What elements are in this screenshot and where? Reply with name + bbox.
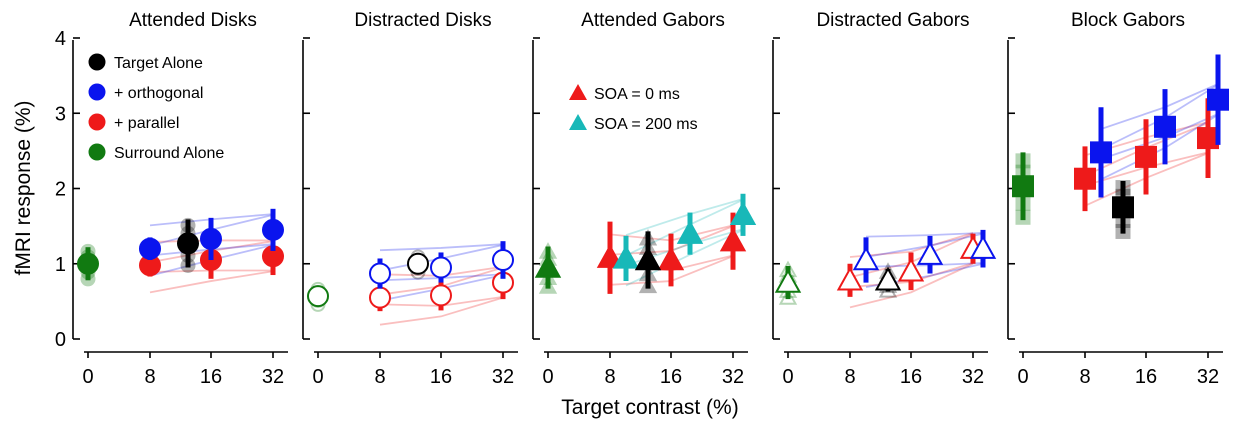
legend-marker — [88, 113, 106, 131]
data-point — [307, 285, 329, 308]
x-tick-label: 16 — [1135, 366, 1157, 388]
data-point — [369, 262, 391, 285]
legend-disks: Target Alone + orthogonal + parallel Surrou… — [88, 53, 224, 162]
data-point — [77, 252, 99, 275]
data-point — [657, 246, 685, 271]
legend-label: + parallel — [114, 115, 179, 132]
data-point — [407, 252, 429, 275]
legend-gabors: SOA = 0 ms SOA = 200 ms — [569, 84, 698, 133]
y-tick-label: 4 — [55, 28, 66, 50]
data-point — [139, 237, 161, 260]
legend-marker — [88, 53, 106, 71]
data-point — [874, 266, 902, 291]
panel-1: Attended Disks 0 1 2 3 4 0 8 16 32 — [55, 10, 288, 388]
data-point — [729, 201, 757, 226]
subject-line — [379, 296, 504, 326]
x-tick-label: 8 — [844, 366, 855, 388]
data-point — [774, 269, 802, 293]
x-tick-label: 16 — [900, 366, 922, 388]
subject-lines — [609, 198, 744, 287]
panel-3: Attended Gabors 0 8 16 32 — [532, 10, 757, 388]
data-point — [916, 241, 944, 265]
data-point — [1112, 196, 1134, 219]
panel-2: Distracted Disks 0 8 16 32 — [302, 10, 518, 388]
subject-line — [849, 262, 974, 309]
x-tick-label: 8 — [604, 366, 615, 388]
x-tick-label: 32 — [492, 366, 514, 388]
x-tick-label: 32 — [262, 366, 284, 388]
data-point — [897, 257, 925, 282]
x-tick-label: 8 — [374, 366, 385, 388]
data-point — [852, 246, 880, 271]
y-axis-label: fMRI response (%) — [12, 100, 35, 275]
y-tick-label: 0 — [55, 329, 66, 351]
x-tick-label: 16 — [430, 366, 452, 388]
panel-5: Block Gabors 0 8 16 32 — [1007, 10, 1229, 388]
data-point — [262, 218, 284, 241]
data-point — [1154, 115, 1176, 138]
legend-marker — [569, 84, 587, 100]
data-point — [969, 235, 997, 259]
data-point — [430, 256, 452, 279]
data-point — [596, 244, 624, 268]
data-point — [177, 232, 199, 255]
data-point — [369, 286, 391, 309]
data-point — [634, 246, 662, 271]
data-point — [200, 227, 222, 250]
x-tick-label: 8 — [1079, 366, 1090, 388]
data-point — [676, 220, 704, 244]
y-tick-label: 2 — [55, 179, 66, 201]
data-point — [1012, 175, 1034, 198]
panel-title: Distracted Gabors — [816, 10, 969, 31]
data-point — [719, 227, 747, 252]
data-point — [1197, 127, 1219, 150]
x-tick-label: 8 — [144, 366, 155, 388]
subject-line — [865, 231, 984, 238]
legend-label: SOA = 200 ms — [594, 116, 698, 133]
subject-line — [379, 243, 504, 252]
data-point — [1074, 167, 1096, 190]
x-tick-label: 32 — [722, 366, 744, 388]
legend-marker — [88, 143, 106, 161]
panel-title: Block Gabors — [1071, 10, 1185, 31]
y-tick-label: 3 — [55, 103, 66, 125]
legend-label: Target Alone — [114, 55, 203, 72]
x-tick-label: 32 — [1197, 366, 1219, 388]
x-tick-label: 0 — [1017, 366, 1028, 388]
data-point — [836, 266, 864, 291]
data-point — [430, 284, 452, 307]
data-point — [1135, 145, 1157, 168]
legend-label: Surround Alone — [114, 145, 224, 162]
data-point — [1090, 141, 1112, 164]
x-tick-label: 0 — [782, 366, 793, 388]
data-point — [492, 248, 514, 271]
legend-marker — [569, 114, 587, 130]
panel-title: Attended Disks — [129, 10, 257, 31]
y-tick-label: 1 — [55, 254, 66, 276]
x-tick-label: 0 — [82, 366, 93, 388]
panel-4: Distracted Gabors 0 8 16 32 — [772, 10, 997, 388]
panel-title: Attended Gabors — [581, 10, 725, 31]
legend-marker — [88, 83, 106, 101]
data-point — [1207, 88, 1229, 111]
data-point — [612, 244, 640, 269]
x-tick-label: 0 — [312, 366, 323, 388]
panel-title: Distracted Disks — [354, 10, 491, 31]
x-tick-label: 16 — [660, 366, 682, 388]
x-tick-label: 0 — [542, 366, 553, 388]
data-point — [534, 253, 562, 278]
subject-line — [149, 270, 274, 294]
x-tick-label: 32 — [962, 366, 984, 388]
x-tick-label: 16 — [200, 366, 222, 388]
x-axis-label: Target contrast (%) — [561, 396, 738, 419]
legend-label: SOA = 0 ms — [594, 86, 680, 103]
legend-label: + orthogonal — [114, 85, 203, 102]
